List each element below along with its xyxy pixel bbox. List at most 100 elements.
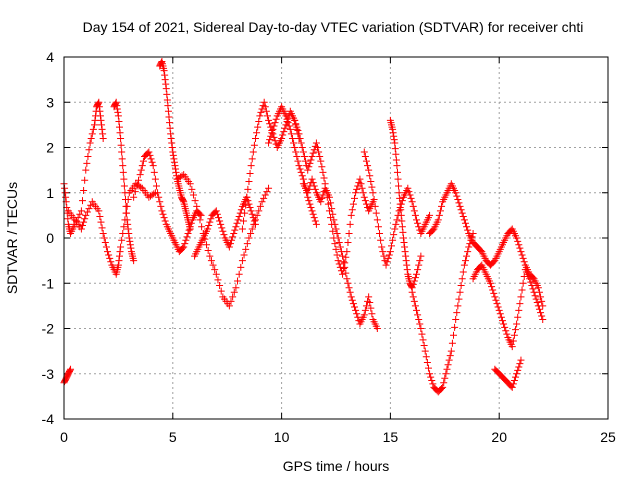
data-point (120, 175, 128, 183)
y-tick-label: 1 (46, 185, 54, 201)
data-point (247, 207, 255, 215)
data-point (402, 257, 410, 265)
y-tick-label: 0 (46, 230, 54, 246)
data-point (414, 219, 422, 227)
data-point (296, 134, 304, 142)
data-point (415, 315, 423, 323)
data-point (270, 122, 278, 130)
data-point (392, 156, 400, 164)
data-point (364, 162, 372, 170)
data-point (378, 243, 386, 251)
data-point (414, 311, 422, 319)
data-point (169, 151, 177, 159)
data-series (386, 116, 425, 292)
data-point (61, 184, 69, 192)
data-point (435, 211, 443, 219)
data-point (237, 206, 245, 214)
data-point (152, 182, 160, 190)
x-tick-label: 25 (600, 429, 616, 445)
data-point (123, 209, 131, 217)
data-point (112, 98, 120, 106)
data-point (513, 370, 521, 378)
data-point (85, 205, 93, 213)
data-point (82, 211, 90, 219)
data-point (397, 206, 405, 214)
data-point (444, 361, 452, 369)
data-point (315, 148, 323, 156)
data-point (519, 279, 527, 287)
data-point (331, 240, 339, 248)
data-point (308, 207, 316, 215)
data-series (156, 58, 194, 233)
data-point (411, 274, 419, 282)
data-point (517, 356, 525, 364)
data-point (422, 353, 430, 361)
data-point (454, 196, 462, 204)
data-point (305, 185, 313, 193)
data-point (455, 295, 463, 303)
data-point (270, 133, 278, 141)
data-point (155, 193, 163, 201)
data-point (361, 306, 369, 314)
data-point (118, 236, 126, 244)
data-point (179, 197, 187, 205)
data-point (530, 288, 538, 296)
data-point (296, 165, 304, 173)
data-point (460, 261, 468, 269)
data-point (250, 141, 258, 149)
data-point (517, 293, 525, 301)
data-point (451, 323, 459, 331)
data-point (62, 193, 70, 201)
data-point (147, 155, 155, 163)
data-point (172, 168, 180, 176)
data-point (96, 107, 104, 115)
data-point (453, 309, 461, 317)
data-series (426, 180, 547, 310)
data-point (191, 197, 199, 205)
data-point (251, 134, 259, 142)
data-point (401, 243, 409, 251)
data-point (249, 148, 257, 156)
data-point (281, 124, 289, 132)
data-point (247, 229, 255, 237)
data-point (495, 306, 503, 314)
data-point (516, 300, 524, 308)
data-point (408, 198, 416, 206)
data-point (391, 225, 399, 233)
data-point (513, 320, 521, 328)
data-point (459, 268, 467, 276)
data-point (114, 108, 122, 116)
data-point (83, 159, 91, 167)
data-point (180, 243, 188, 251)
data-point (287, 130, 295, 138)
data-point (361, 197, 369, 205)
data-point (297, 168, 305, 176)
data-point (421, 347, 429, 355)
data-point (465, 243, 473, 251)
data-point (298, 144, 306, 151)
data-point (456, 202, 464, 210)
data-point (80, 218, 88, 226)
data-point (127, 244, 135, 252)
data-point (356, 175, 364, 183)
data-point (347, 293, 355, 301)
data-point (162, 80, 170, 88)
data-point (267, 132, 275, 140)
data-point (380, 252, 388, 260)
data-point (309, 149, 317, 157)
data-point (96, 112, 104, 120)
data-point (342, 269, 350, 277)
data-point (261, 191, 269, 199)
data-point (396, 200, 404, 208)
data-point (90, 121, 98, 129)
data-point (384, 254, 392, 262)
data-point (77, 207, 85, 215)
data-point (379, 248, 387, 256)
data-point (448, 339, 456, 347)
data-point (258, 198, 266, 206)
data-point (100, 234, 108, 242)
data-point (463, 223, 471, 231)
data-point (186, 225, 194, 233)
data-point (246, 203, 254, 211)
data-point (515, 363, 523, 371)
